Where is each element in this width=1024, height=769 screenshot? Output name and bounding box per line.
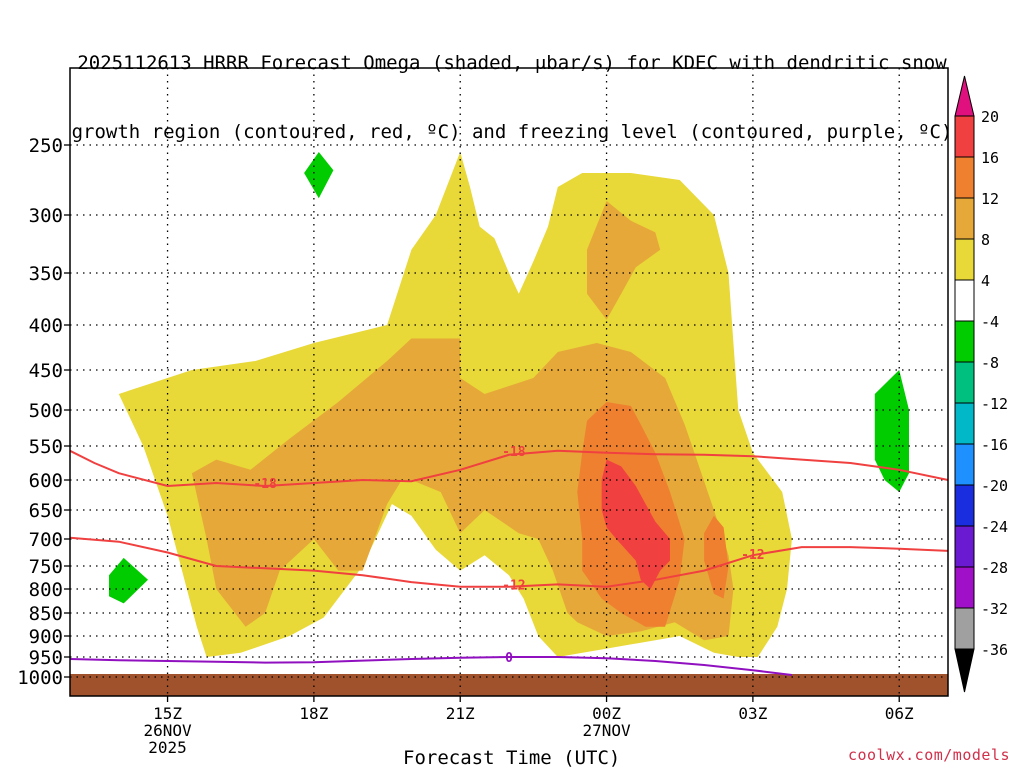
omega-shaded-layer [109,152,909,657]
y-tick-label-750: 750 [29,556,63,578]
y-tick-label-850: 850 [29,603,63,625]
x-tick-label-06Z: 06Z [885,704,914,723]
y-tick-label-900: 900 [29,626,63,648]
colorbar-label-10: -24 [981,518,1008,536]
x-tick-label-03Z: 03Z [738,704,767,723]
colorbar-label-8: -16 [981,436,1008,454]
y-tick-label-1000: 1000 [17,667,63,689]
colorbar-bin-10 [954,484,975,527]
colorbar-bin-4 [954,238,975,281]
x-date-label-26NOV: 26NOV [143,721,192,740]
y-tick-label-300: 300 [29,205,63,227]
colorbar-bin-13 [954,607,975,650]
contour--18-1 [69,449,949,488]
x-year-label-2025: 2025 [148,738,187,757]
colorbar-bin-2 [954,156,975,199]
contour-layer [69,449,949,676]
y-tick-label-600: 600 [29,470,63,492]
omega-region-8 [109,557,148,604]
y-tick-label-800: 800 [29,579,63,601]
colorbar-label-12: -32 [981,600,1008,618]
colorbar-bin-5 [954,279,975,322]
contour-labels-layer: -18 -18 -12 -12 0 [253,445,764,666]
colorbar-label-9: -20 [981,477,1008,495]
contour--12-2 [69,536,949,588]
ground-layer [70,674,948,696]
colorbar: 20 16 12 8 4 -4 -8 -12 -16 -20 -24 -28 -32 -36 [954,75,1008,693]
omega-region-6 [601,459,670,589]
colorbar-label-3: 8 [981,231,990,249]
colorbar-label-2: 12 [981,190,999,208]
contour-0-3 [69,656,793,676]
colorbar-bin-8 [954,402,975,445]
colorbar-bin-6 [954,320,975,363]
colorbar-label-1: 16 [981,149,999,167]
ground-surface [70,674,948,696]
y-tick-label-950: 950 [29,647,63,669]
colorbar-cap-top [954,75,975,117]
contour-value-label-1: -18 [253,477,277,492]
site-credit: coolwx.com/models [847,746,1010,764]
y-tick-label-500: 500 [29,400,63,422]
colorbar-label-13: -36 [981,641,1008,659]
axes-layer: 2503003504004505005506006507007508008509… [17,67,949,757]
colorbar-bin-7 [954,361,975,404]
colorbar-label-4: 4 [981,272,990,290]
x-tick-label-15Z: 15Z [153,704,182,723]
contour-value-label-4: -12 [741,548,764,563]
omega-region-7 [304,152,334,199]
colorbar-cap-bottom [954,648,975,693]
colorbar-label-7: -12 [981,395,1008,413]
y-tick-label-650: 650 [29,500,63,522]
contour-value-label-2: -18 [502,445,526,460]
omega-region-5 [704,515,729,599]
colorbar-label-5: -4 [981,313,999,331]
colorbar-bin-11 [954,525,975,568]
y-tick-label-700: 700 [29,529,63,551]
x-tick-label-00Z: 00Z [592,704,621,723]
y-tick-label-400: 400 [29,315,63,337]
omega-region-9 [874,370,909,492]
colorbar-label-6: -8 [981,354,999,372]
grid-layer [70,68,948,696]
x-date-label-27NOV: 27NOV [582,721,631,740]
colorbar-bin-12 [954,566,975,609]
colorbar-label-11: -28 [981,559,1008,577]
y-tick-label-550: 550 [29,436,63,458]
plot-frame [69,67,949,697]
contour-value-label-3: -12 [502,578,525,593]
x-tick-label-18Z: 18Z [299,704,328,723]
x-tick-label-21Z: 21Z [446,704,475,723]
y-tick-label-250: 250 [29,135,63,157]
colorbar-bin-3 [954,197,975,240]
contour-value-label-5: 0 [505,651,513,666]
x-axis-label: Forecast Time (UTC) [403,747,621,769]
colorbar-bin-9 [954,443,975,486]
y-tick-label-350: 350 [29,263,63,285]
omega-region-3 [587,201,661,320]
colorbar-label-0: 20 [981,108,999,126]
title-line-2: growth region (contoured, red, ºC) and f… [71,121,953,143]
y-tick-label-450: 450 [29,360,63,382]
colorbar-bin-1 [954,115,975,158]
